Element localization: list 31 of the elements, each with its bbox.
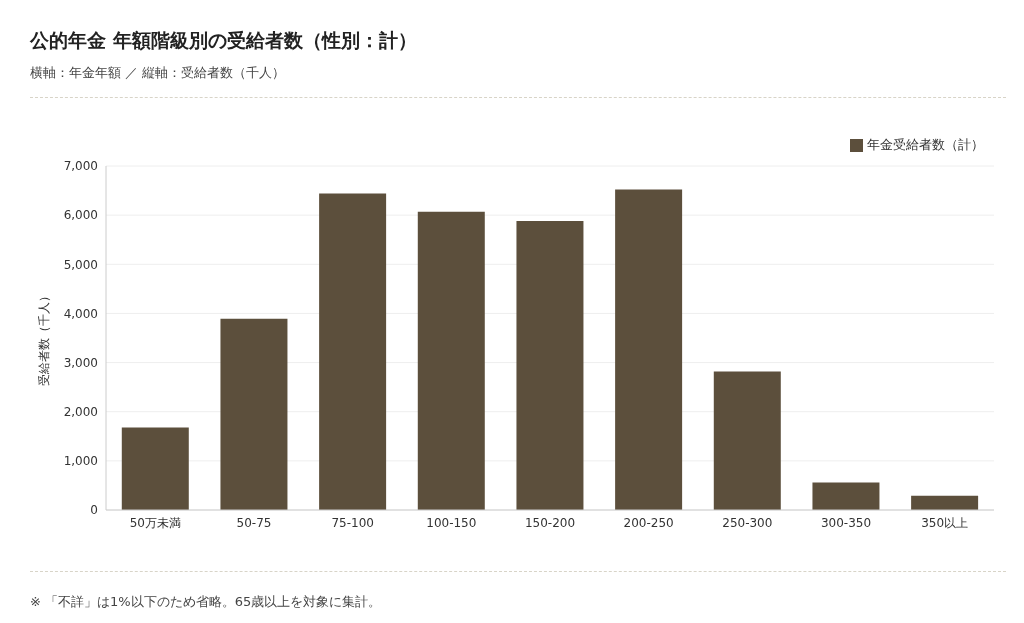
bar bbox=[615, 189, 683, 510]
chart-subtitle: 横軸：年金年額 ／ 縦軸：受給者数（千人） bbox=[30, 64, 286, 82]
x-tick-label: 75-100 bbox=[331, 515, 374, 530]
bar bbox=[220, 318, 288, 510]
bar bbox=[319, 193, 387, 510]
y-tick-label: 2,000 bbox=[63, 404, 98, 419]
x-tick-label: 200-250 bbox=[623, 515, 674, 530]
text: ※ 「不詳」は1%以下のため省略。65歳以上を対象に集計。 bbox=[30, 593, 382, 611]
x-tick-label: 250-300 bbox=[722, 515, 773, 530]
x-tick-label: 300-350 bbox=[820, 515, 872, 530]
bar bbox=[713, 371, 781, 510]
bar bbox=[516, 221, 584, 510]
bar bbox=[121, 427, 189, 510]
chart-title: 公的年金 年額階級別の受給者数（性別：計） bbox=[30, 28, 417, 53]
y-tick-label: 0 bbox=[90, 503, 98, 518]
y-tick-label: 1,000 bbox=[63, 454, 98, 469]
x-tick-label: 150-200 bbox=[524, 515, 576, 530]
x-tick-label: 100-150 bbox=[426, 515, 477, 530]
x-tick-label: 50-75 bbox=[236, 515, 272, 530]
x-tick-label: 50万未満 bbox=[129, 515, 181, 530]
y-tick-label: 7,000 bbox=[63, 159, 98, 174]
y-tick-label: 6,000 bbox=[63, 208, 98, 223]
y-axis-title: 受給者数（千人） bbox=[37, 290, 52, 386]
legend-label: 年金受給者数（計） bbox=[867, 137, 984, 152]
bar bbox=[417, 211, 485, 510]
bar bbox=[911, 495, 979, 510]
y-tick-label: 4,000 bbox=[63, 306, 98, 321]
bar bbox=[812, 482, 880, 510]
y-tick-label: 3,000 bbox=[63, 355, 98, 370]
y-tick-label: 5,000 bbox=[63, 257, 98, 272]
x-tick-label: 350以上 bbox=[921, 515, 969, 530]
